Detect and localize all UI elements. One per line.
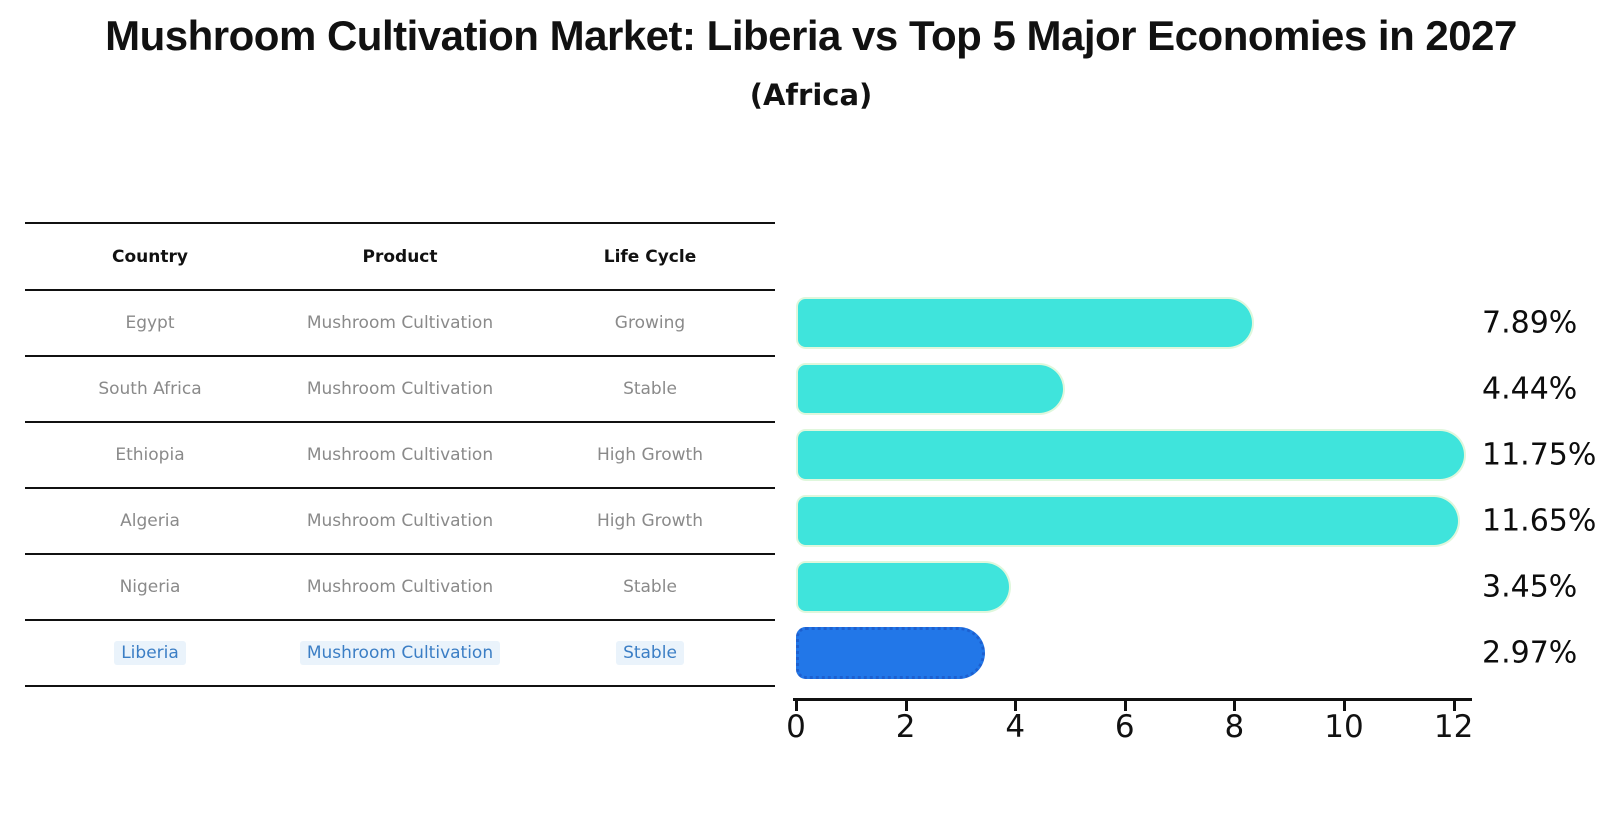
table-cell-country: Liberia	[25, 641, 275, 665]
table-cell-product: Mushroom Cultivation	[275, 511, 525, 531]
table-cell-text: Stable	[616, 641, 684, 665]
bar-ethiopia	[796, 429, 1466, 481]
table-row: Algeria Mushroom Cultivation High Growth	[25, 489, 775, 555]
table-cell-text: South Africa	[98, 379, 202, 399]
x-axis-tick-mark	[904, 701, 908, 711]
table-cell-life-cycle: High Growth	[525, 445, 775, 465]
bar-algeria	[796, 495, 1460, 547]
table-cell-text: Mushroom Cultivation	[306, 511, 494, 531]
bar-value-label: 7.89%	[1482, 305, 1578, 341]
table-cell-text: Mushroom Cultivation	[306, 313, 494, 333]
bar-value-label: 2.97%	[1482, 635, 1578, 671]
table-cell-text: Liberia	[114, 641, 186, 665]
x-axis-tick-mark	[1233, 701, 1237, 711]
bar-south-africa	[796, 363, 1065, 415]
chart-subtitle: (Africa)	[749, 78, 873, 112]
table-body: Egypt Mushroom Cultivation Growing South Af…	[25, 291, 775, 687]
bar-value-label: 3.45%	[1482, 569, 1578, 605]
x-axis-tick-label: 6	[1114, 709, 1135, 745]
x-axis-tick-label: 4	[1005, 709, 1026, 745]
table-cell-text: Stable	[623, 379, 677, 399]
x-axis-line	[793, 698, 1472, 701]
table-cell-life-cycle: Stable	[525, 641, 775, 665]
country-table: Country Product Life Cycle Egypt Mushroom…	[25, 222, 775, 687]
bar-value-label: 11.65%	[1482, 503, 1597, 539]
x-axis-tick-label: 0	[786, 709, 806, 745]
x-axis-tick-label: 12	[1433, 709, 1474, 745]
table-row: Liberia Mushroom Cultivation Stable	[25, 621, 775, 687]
table-cell-country: Ethiopia	[25, 445, 275, 465]
bar-liberia	[796, 627, 985, 679]
table-row: Nigeria Mushroom Cultivation Stable	[25, 555, 775, 621]
table-header-row: Country Product Life Cycle	[25, 224, 775, 291]
table-cell-text: Stable	[623, 577, 677, 597]
table-cell-text: High Growth	[596, 445, 703, 465]
table-cell-country: Algeria	[25, 511, 275, 531]
bar-egypt	[796, 297, 1254, 349]
table-row: Ethiopia Mushroom Cultivation High Growth	[25, 423, 775, 489]
column-header-product: Product	[362, 246, 438, 267]
table-cell-product: Mushroom Cultivation	[275, 577, 525, 597]
table-cell-life-cycle: Stable	[525, 379, 775, 399]
x-axis-tick-label: 10	[1324, 709, 1364, 745]
table-cell-product: Mushroom Cultivation	[275, 641, 525, 665]
x-axis-tick-label: 8	[1224, 709, 1245, 745]
x-axis-tick-label: 2	[895, 709, 916, 745]
table-cell-life-cycle: High Growth	[525, 511, 775, 531]
bar-value-label: 4.44%	[1482, 371, 1578, 407]
bar-nigeria	[796, 561, 1011, 613]
table-cell-text: Mushroom Cultivation	[299, 641, 501, 665]
table-row: South Africa Mushroom Cultivation Stable	[25, 357, 775, 423]
table-cell-text: Growing	[614, 313, 686, 333]
column-header-country: Country	[112, 246, 188, 267]
table-cell-country: Nigeria	[25, 577, 275, 597]
table-cell-life-cycle: Growing	[525, 313, 775, 333]
x-axis-tick-mark	[1014, 701, 1018, 711]
table-cell-product: Mushroom Cultivation	[275, 313, 525, 333]
chart-title: Mushroom Cultivation Market: Liberia vs …	[105, 12, 1517, 59]
table-cell-text: Nigeria	[119, 577, 181, 597]
x-axis-tick-mark	[1123, 701, 1127, 711]
table-cell-country: South Africa	[25, 379, 275, 399]
table-cell-text: High Growth	[596, 511, 703, 531]
table-cell-text: Mushroom Cultivation	[306, 445, 494, 465]
table-cell-text: Algeria	[120, 511, 180, 531]
x-axis-tick-mark	[795, 701, 798, 711]
table-cell-text: Egypt	[125, 313, 175, 333]
x-axis-tick-mark	[1452, 701, 1456, 711]
table-cell-country: Egypt	[25, 313, 275, 333]
table-cell-text: Ethiopia	[115, 445, 185, 465]
column-header-life-cycle: Life Cycle	[603, 246, 697, 267]
table-cell-product: Mushroom Cultivation	[275, 379, 525, 399]
table-cell-life-cycle: Stable	[525, 577, 775, 597]
table-row: Egypt Mushroom Cultivation Growing	[25, 291, 775, 357]
x-axis-tick-mark	[1343, 701, 1346, 711]
bar-value-label: 11.75%	[1482, 437, 1597, 473]
table-cell-text: Mushroom Cultivation	[306, 379, 494, 399]
table-cell-text: Mushroom Cultivation	[306, 577, 494, 597]
table-cell-product: Mushroom Cultivation	[275, 445, 525, 465]
